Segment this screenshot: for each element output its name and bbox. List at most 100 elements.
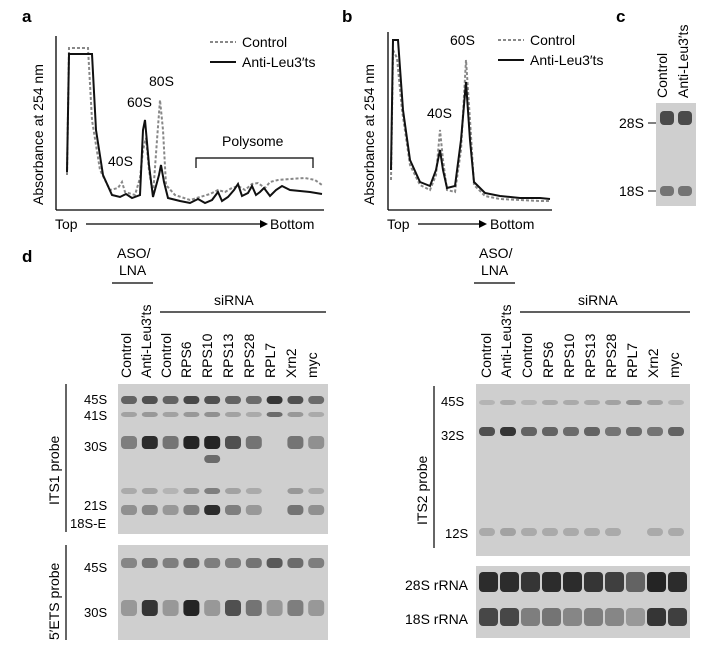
its1-bands-blot-band (183, 436, 200, 449)
r18-bands-blot-band (668, 608, 687, 626)
its2-bands-blot-band (584, 400, 600, 405)
panel-c-band-28s-control (660, 111, 674, 125)
d-right-aso-line1: ASO/ (479, 245, 513, 261)
ets-bands-blot-band (204, 558, 221, 568)
its2-bands-blot-band (626, 400, 642, 405)
panel-a-polysome-bracket (195, 157, 314, 168)
its1-bands-blot-band (183, 488, 200, 494)
its1-bands-blot-band (287, 488, 304, 494)
its2-bands-blot-band (668, 427, 684, 436)
d-right-aso-line2: LNA (481, 262, 509, 278)
d-right-lane-3: Control (519, 333, 535, 378)
its1-bands-blot-band (121, 436, 137, 449)
d-left-aso-line1: ASO/ (117, 245, 151, 261)
its1-bands-blot-band (287, 396, 304, 404)
its2-bands-blot-band (521, 427, 537, 436)
d-left-lane-3: Control (158, 333, 174, 378)
panel-b-legend-control: Control (530, 32, 575, 48)
its2-bands-blot-band (479, 528, 495, 536)
panel-a-letter: a (22, 7, 32, 26)
r18-bands-blot-band (647, 608, 666, 626)
d-left-lane-6: RPS13 (220, 333, 236, 378)
d-right-lane-4: RPS6 (540, 341, 556, 378)
its2-bands-blot-band (542, 427, 558, 436)
d-right-lane-8: RPL7 (624, 343, 640, 378)
r18-bands-blot-band (521, 608, 540, 626)
d-right-lane-9: Xrn2 (645, 348, 661, 378)
d-left-band-21s: 21S (84, 498, 107, 513)
panel-a-peak-80s: 80S (149, 73, 174, 89)
panel-a-polysome-label: Polysome (222, 133, 284, 149)
its1-bands-blot-band (162, 412, 179, 417)
its1-bands-blot-band (308, 505, 325, 515)
its1-bands-blot-band (245, 436, 262, 449)
d-right-lane-6: RPS13 (582, 333, 598, 378)
ets-bands-blot-band (183, 558, 200, 568)
its1-bands-blot-band (225, 412, 241, 417)
panel-b-legend-anti: Anti-Leu3′ts (530, 52, 603, 68)
its1-bands-blot-band (162, 488, 179, 494)
ets-bands-blot-band (287, 558, 304, 568)
its2-bands-blot-band (584, 427, 600, 436)
panel-b-control-trace (390, 49, 550, 202)
its1-bands-blot-band (162, 436, 179, 449)
ets-bands-blot-band (183, 600, 200, 616)
panel-a-legend-anti: Anti-Leu3′ts (242, 54, 315, 70)
its1-bands-blot-band (204, 436, 221, 449)
r28-bands-blot-band (584, 572, 603, 592)
r18-bands-blot-band (584, 608, 603, 626)
its2-bands-blot-band (647, 528, 663, 536)
its2-bands-blot-band (584, 528, 600, 536)
ets-bands-blot-band (225, 600, 241, 616)
d-right-18s-label: 18S rRNA (405, 611, 469, 627)
its1-bands-blot-band (204, 412, 221, 417)
its1-bands-blot-band (204, 455, 221, 463)
its2-bands-blot-band (605, 528, 621, 536)
panel-c-band-18s: 18S (619, 183, 644, 199)
its2-bands-blot-band (605, 400, 621, 405)
d-right-band-32s: 32S (441, 428, 464, 443)
its1-bands-blot-band (162, 505, 179, 515)
its2-bands-blot-band (605, 427, 621, 436)
its2-bands-blot-band (521, 528, 537, 536)
d-left-ets-band-45s: 45S (84, 560, 107, 575)
ets-bands-blot-band (141, 600, 158, 616)
its1-bands-blot-band (245, 396, 262, 404)
its2-bands-blot-band (500, 427, 516, 436)
d-right-probe-its2: ITS2 probe (414, 456, 430, 525)
d-left-lane-9: Xrn2 (283, 348, 299, 378)
r18-bands-blot-band (479, 608, 498, 626)
ets-bands-blot-band (287, 600, 304, 616)
panel-a-peak-40s: 40S (108, 153, 133, 169)
r28-bands-blot-band (521, 572, 540, 592)
its1-bands-blot-band (308, 436, 325, 449)
its1-bands-blot-band (287, 505, 304, 515)
d-left-lane-5: RPS10 (199, 333, 215, 378)
r28-bands-blot-band (605, 572, 624, 592)
ets-bands-blot-band (245, 558, 262, 568)
ets-bands-blot-band (162, 558, 179, 568)
panel-a-anti-trace (66, 53, 323, 205)
ets-bands-blot-band (266, 600, 283, 616)
its1-bands-blot-band (141, 412, 158, 417)
its1-bands-blot-band (204, 505, 221, 515)
panel-b-x-bottom: Bottom (490, 216, 534, 232)
its2-bands-blot-band (479, 400, 495, 405)
r18-bands-blot-band (563, 608, 582, 626)
panel-a-x-bottom: Bottom (270, 216, 314, 232)
its2-bands-blot-band (521, 400, 537, 405)
ets-bands-blot-band (204, 600, 221, 616)
ets-bands-blot-band (245, 600, 262, 616)
its1-bands-blot-band (121, 396, 137, 404)
d-right-band-45s: 45S (441, 394, 464, 409)
d-left-band-45s: 45S (84, 392, 107, 407)
panel-a-x-top: Top (55, 216, 78, 232)
d-left-probe-5ets: 5′ETS probe (46, 562, 62, 640)
panel-b-peak-40s: 40S (427, 105, 452, 121)
d-right-sirna: siRNA (578, 292, 618, 308)
its1-bands-blot-band (121, 488, 137, 494)
its1-bands-blot-band (204, 396, 221, 404)
d-left-band-30s: 30S (84, 439, 107, 454)
d-right-lane-7: RPS28 (603, 333, 619, 378)
